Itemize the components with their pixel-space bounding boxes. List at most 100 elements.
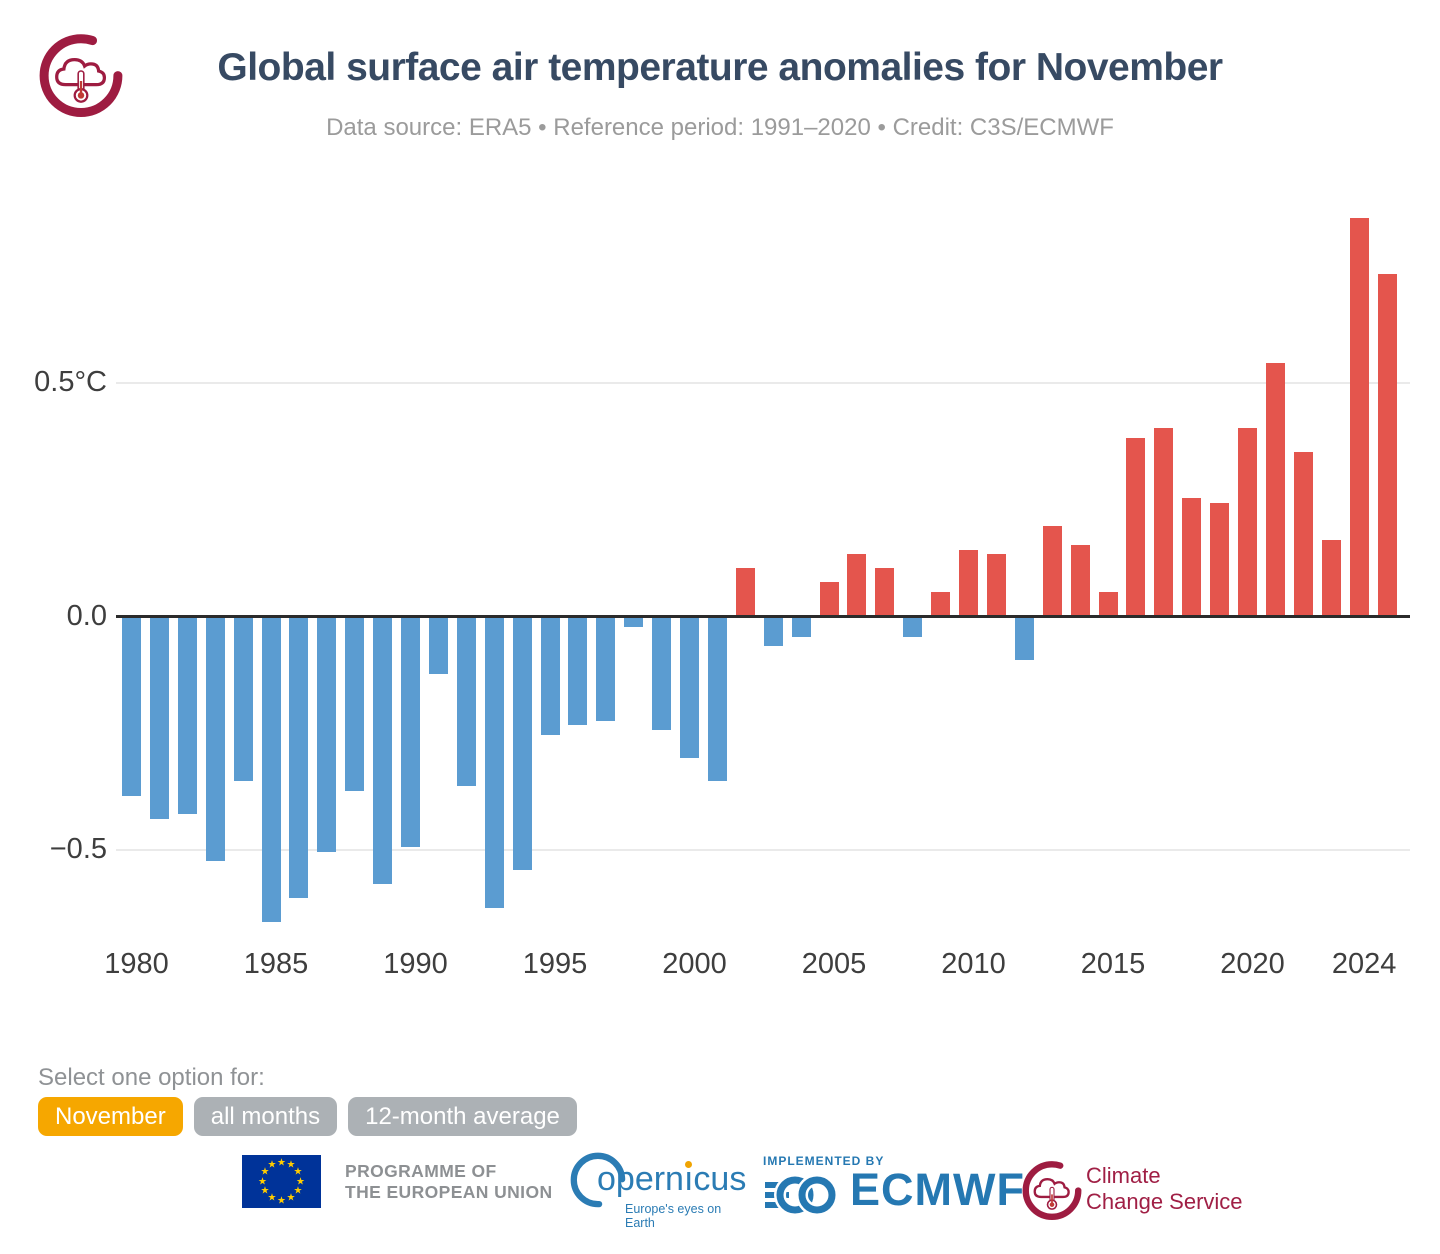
bar-2025[interactable] — [1377, 274, 1397, 615]
bar-1990[interactable] — [401, 618, 420, 847]
xtick-1990: 1990 — [383, 948, 448, 980]
eu-star-icon: ★ — [286, 1192, 296, 1204]
eu-programme-line2: THE EUROPEAN UNION — [345, 1182, 553, 1202]
gridline-0.5°C — [116, 382, 1410, 384]
gridline-−0.5 — [116, 849, 1410, 851]
bar-1991[interactable] — [428, 618, 448, 674]
bar-2012[interactable] — [1014, 618, 1034, 660]
xtick-2024: 2024 — [1331, 948, 1397, 980]
bar-1996[interactable] — [568, 618, 588, 726]
bar-2019[interactable] — [1210, 502, 1230, 615]
bar-2013[interactable] — [1042, 526, 1062, 615]
page-title: Global surface air temperature anomalies… — [217, 46, 1223, 89]
eu-star-icon: ★ — [267, 1192, 277, 1204]
bar-2024[interactable] — [1349, 218, 1369, 615]
zero-axis-line — [116, 615, 1410, 618]
bar-1985[interactable] — [261, 618, 281, 922]
copernicus-text-tail: cus — [693, 1160, 747, 1198]
ecmwf-logo-icon — [765, 1174, 838, 1216]
bar-2001[interactable] — [707, 618, 727, 782]
bar-2009[interactable] — [931, 591, 951, 615]
eu-star-icon: ★ — [286, 1159, 296, 1171]
bar-1988[interactable] — [345, 618, 365, 791]
bar-2022[interactable] — [1293, 451, 1313, 615]
bar-1998[interactable] — [624, 618, 644, 628]
bar-1993[interactable] — [484, 618, 504, 908]
page-subtitle: Data source: ERA5 • Reference period: 19… — [326, 114, 1114, 141]
y-axis-label: 0.0 — [66, 599, 107, 632]
bar-2008[interactable] — [903, 618, 923, 637]
c3s-footer-logo-icon — [1022, 1161, 1082, 1220]
bar-2018[interactable] — [1182, 498, 1202, 616]
bar-2023[interactable] — [1321, 540, 1341, 615]
eu-star-icon: ★ — [277, 1157, 286, 1168]
bar-1982[interactable] — [177, 618, 197, 815]
option-all-months[interactable]: all months — [193, 1097, 338, 1136]
option-12-month-average[interactable]: 12-month average — [348, 1097, 577, 1136]
eu-star-icon: ★ — [260, 1185, 270, 1197]
bar-2021[interactable] — [1265, 362, 1285, 615]
xtick-2015: 2015 — [1080, 948, 1146, 980]
bar-2015[interactable] — [1098, 591, 1118, 615]
bar-2002[interactable] — [735, 568, 755, 615]
bar-2011[interactable] — [986, 554, 1006, 615]
bar-2000[interactable] — [680, 618, 699, 759]
eu-star-icon: ★ — [293, 1166, 303, 1178]
y-axis-label: −0.5 — [49, 833, 107, 865]
xtick-1995: 1995 — [522, 948, 588, 980]
bar-2016[interactable] — [1126, 437, 1146, 615]
eu-star-icon: ★ — [267, 1159, 277, 1171]
bar-1986[interactable] — [289, 618, 309, 899]
bar-1983[interactable] — [205, 618, 225, 861]
bar-1995[interactable] — [540, 618, 560, 735]
copernicus-swoosh-icon — [570, 1152, 626, 1208]
xtick-2020: 2020 — [1220, 948, 1285, 980]
bar-2004[interactable] — [791, 618, 811, 637]
copernicus-orange-dot-icon — [684, 1161, 692, 1168]
c3s-service-line1: Climate — [1086, 1163, 1161, 1188]
ecmwf-wordmark: ECMWF — [850, 1164, 1025, 1215]
bar-1987[interactable] — [317, 618, 337, 852]
y-axis-label: 0.5°C — [34, 366, 107, 398]
option-buttons: November all months 12-month average — [38, 1097, 577, 1136]
eu-star-icon: ★ — [293, 1185, 303, 1197]
bar-1992[interactable] — [456, 618, 476, 787]
copernicus-text: opern — [597, 1160, 684, 1198]
bar-2020[interactable] — [1238, 428, 1257, 615]
c3s-logo-icon — [39, 34, 123, 117]
bar-2010[interactable] — [959, 549, 978, 615]
bar-1981[interactable] — [149, 618, 169, 819]
eu-programme-line1: PROGRAMME OF — [345, 1161, 497, 1181]
implemented-by-label: IMPLEMENTED BY — [763, 1154, 885, 1168]
bar-2014[interactable] — [1070, 545, 1090, 615]
bar-2005[interactable] — [819, 582, 839, 615]
bar-1984[interactable] — [233, 618, 253, 782]
c3s-service-label: Climate Change Service — [1086, 1163, 1243, 1215]
bar-1994[interactable] — [512, 618, 532, 871]
bar-1989[interactable] — [373, 618, 393, 885]
xtick-1980: 1980 — [104, 948, 169, 980]
c3s-service-line2: Change Service — [1086, 1189, 1243, 1214]
xtick-2000: 2000 — [662, 948, 727, 980]
bar-2006[interactable] — [847, 554, 867, 615]
eu-star-icon: ★ — [296, 1176, 305, 1187]
bar-2017[interactable] — [1154, 428, 1174, 615]
eu-star-icon: ★ — [277, 1195, 286, 1206]
xtick-2005: 2005 — [801, 948, 867, 980]
bar-1999[interactable] — [652, 618, 672, 731]
xtick-2010: 2010 — [941, 948, 1006, 980]
bar-1997[interactable] — [596, 618, 616, 721]
bar-2003[interactable] — [763, 618, 783, 646]
eu-star-icon: ★ — [260, 1166, 270, 1178]
options-prompt: Select one option for: — [38, 1064, 265, 1091]
option-november[interactable]: November — [38, 1097, 183, 1136]
eu-star-icon: ★ — [258, 1176, 267, 1187]
bar-2007[interactable] — [875, 568, 895, 615]
copernicus-i: ı — [683, 1160, 694, 1198]
xtick-1985: 1985 — [243, 948, 309, 980]
eu-programme-label: PROGRAMME OF THE EUROPEAN UNION — [345, 1161, 553, 1203]
copernicus-wordmark: opernı cus — [597, 1160, 746, 1199]
bar-1980[interactable] — [122, 618, 141, 796]
